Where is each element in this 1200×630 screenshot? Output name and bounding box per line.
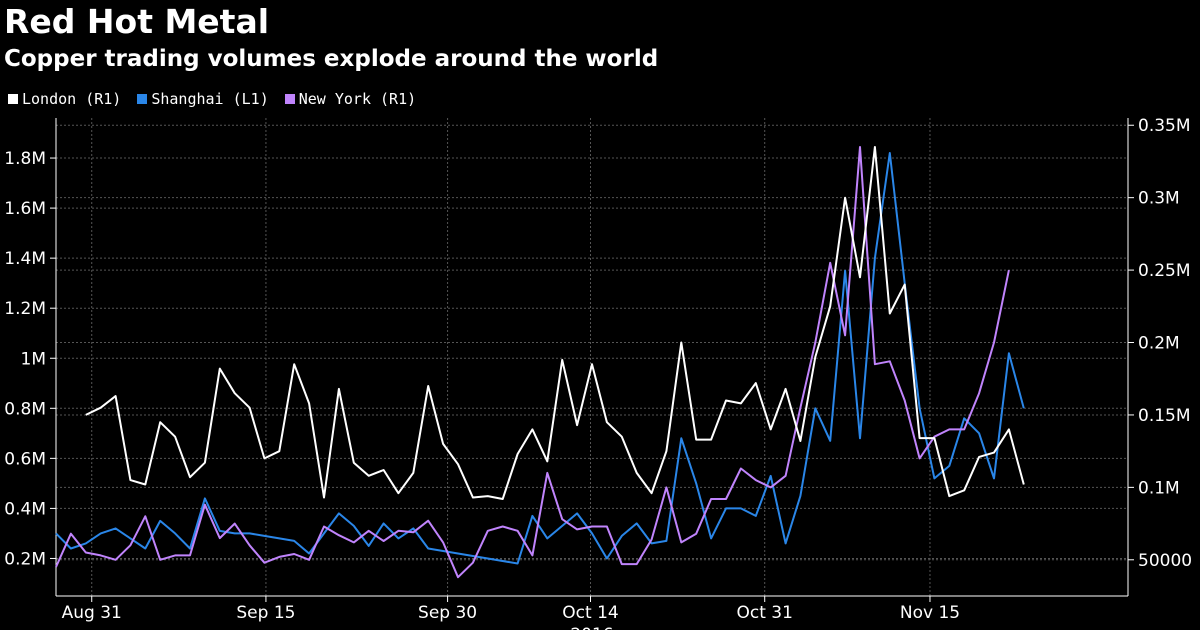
legend: London (R1) Shanghai (L1) New York (R1) — [8, 90, 416, 108]
y-tick-label-left: 0.2M — [4, 549, 46, 569]
y-tick-label-left: 0.4M — [4, 499, 46, 519]
y-tick-label-right: 0.15M — [1138, 406, 1191, 426]
x-tick-label: Sep 15 — [236, 603, 295, 623]
y-tick-label-left: 1.4M — [4, 249, 46, 269]
series-line-london-r — [85, 146, 1025, 500]
series-line-new-york-r — [55, 146, 1010, 579]
legend-label-shanghai: Shanghai (L1) — [151, 90, 269, 108]
y-tick-label-right: 0.2M — [1138, 334, 1180, 354]
y-tick-label-left: 0.6M — [4, 449, 46, 469]
legend-item-new-york: New York (R1) — [284, 90, 417, 108]
legend-item-london: London (R1) — [8, 90, 121, 108]
x-year-label: 2016 — [570, 625, 613, 630]
y-tick-label-left: 0.8M — [4, 399, 46, 419]
y-tick-label-right: 0.1M — [1138, 478, 1180, 498]
series-line-shanghai-l — [55, 152, 1025, 565]
legend-swatch-shanghai — [137, 94, 148, 104]
x-tick-label: Nov 15 — [900, 603, 960, 623]
y-tick-label-right: 50000 — [1138, 551, 1192, 571]
y-tick-label-right: 0.35M — [1138, 116, 1191, 136]
legend-swatch-new-york — [284, 94, 295, 104]
y-tick-label-left: 1M — [21, 349, 46, 369]
legend-item-shanghai: Shanghai (L1) — [137, 90, 269, 108]
legend-label-new-york: New York (R1) — [298, 90, 417, 108]
x-tick-label: Sep 30 — [418, 603, 477, 623]
x-tick-label: Aug 31 — [62, 603, 122, 623]
y-tick-label-left: 1.6M — [4, 199, 46, 219]
legend-label-london: London (R1) — [22, 90, 122, 108]
x-tick-label: Oct 31 — [736, 603, 792, 623]
y-tick-label-right: 0.3M — [1138, 189, 1180, 209]
y-tick-label-right: 0.25M — [1138, 261, 1191, 281]
legend-swatch-london — [8, 94, 18, 104]
chart-subtitle: Copper trading volumes explode around th… — [4, 46, 659, 72]
chart-title: Red Hot Metal — [4, 2, 270, 41]
y-tick-label-left: 1.8M — [4, 149, 46, 169]
x-tick-label: Oct 14 — [562, 603, 618, 623]
y-tick-label-left: 1.2M — [4, 299, 46, 319]
